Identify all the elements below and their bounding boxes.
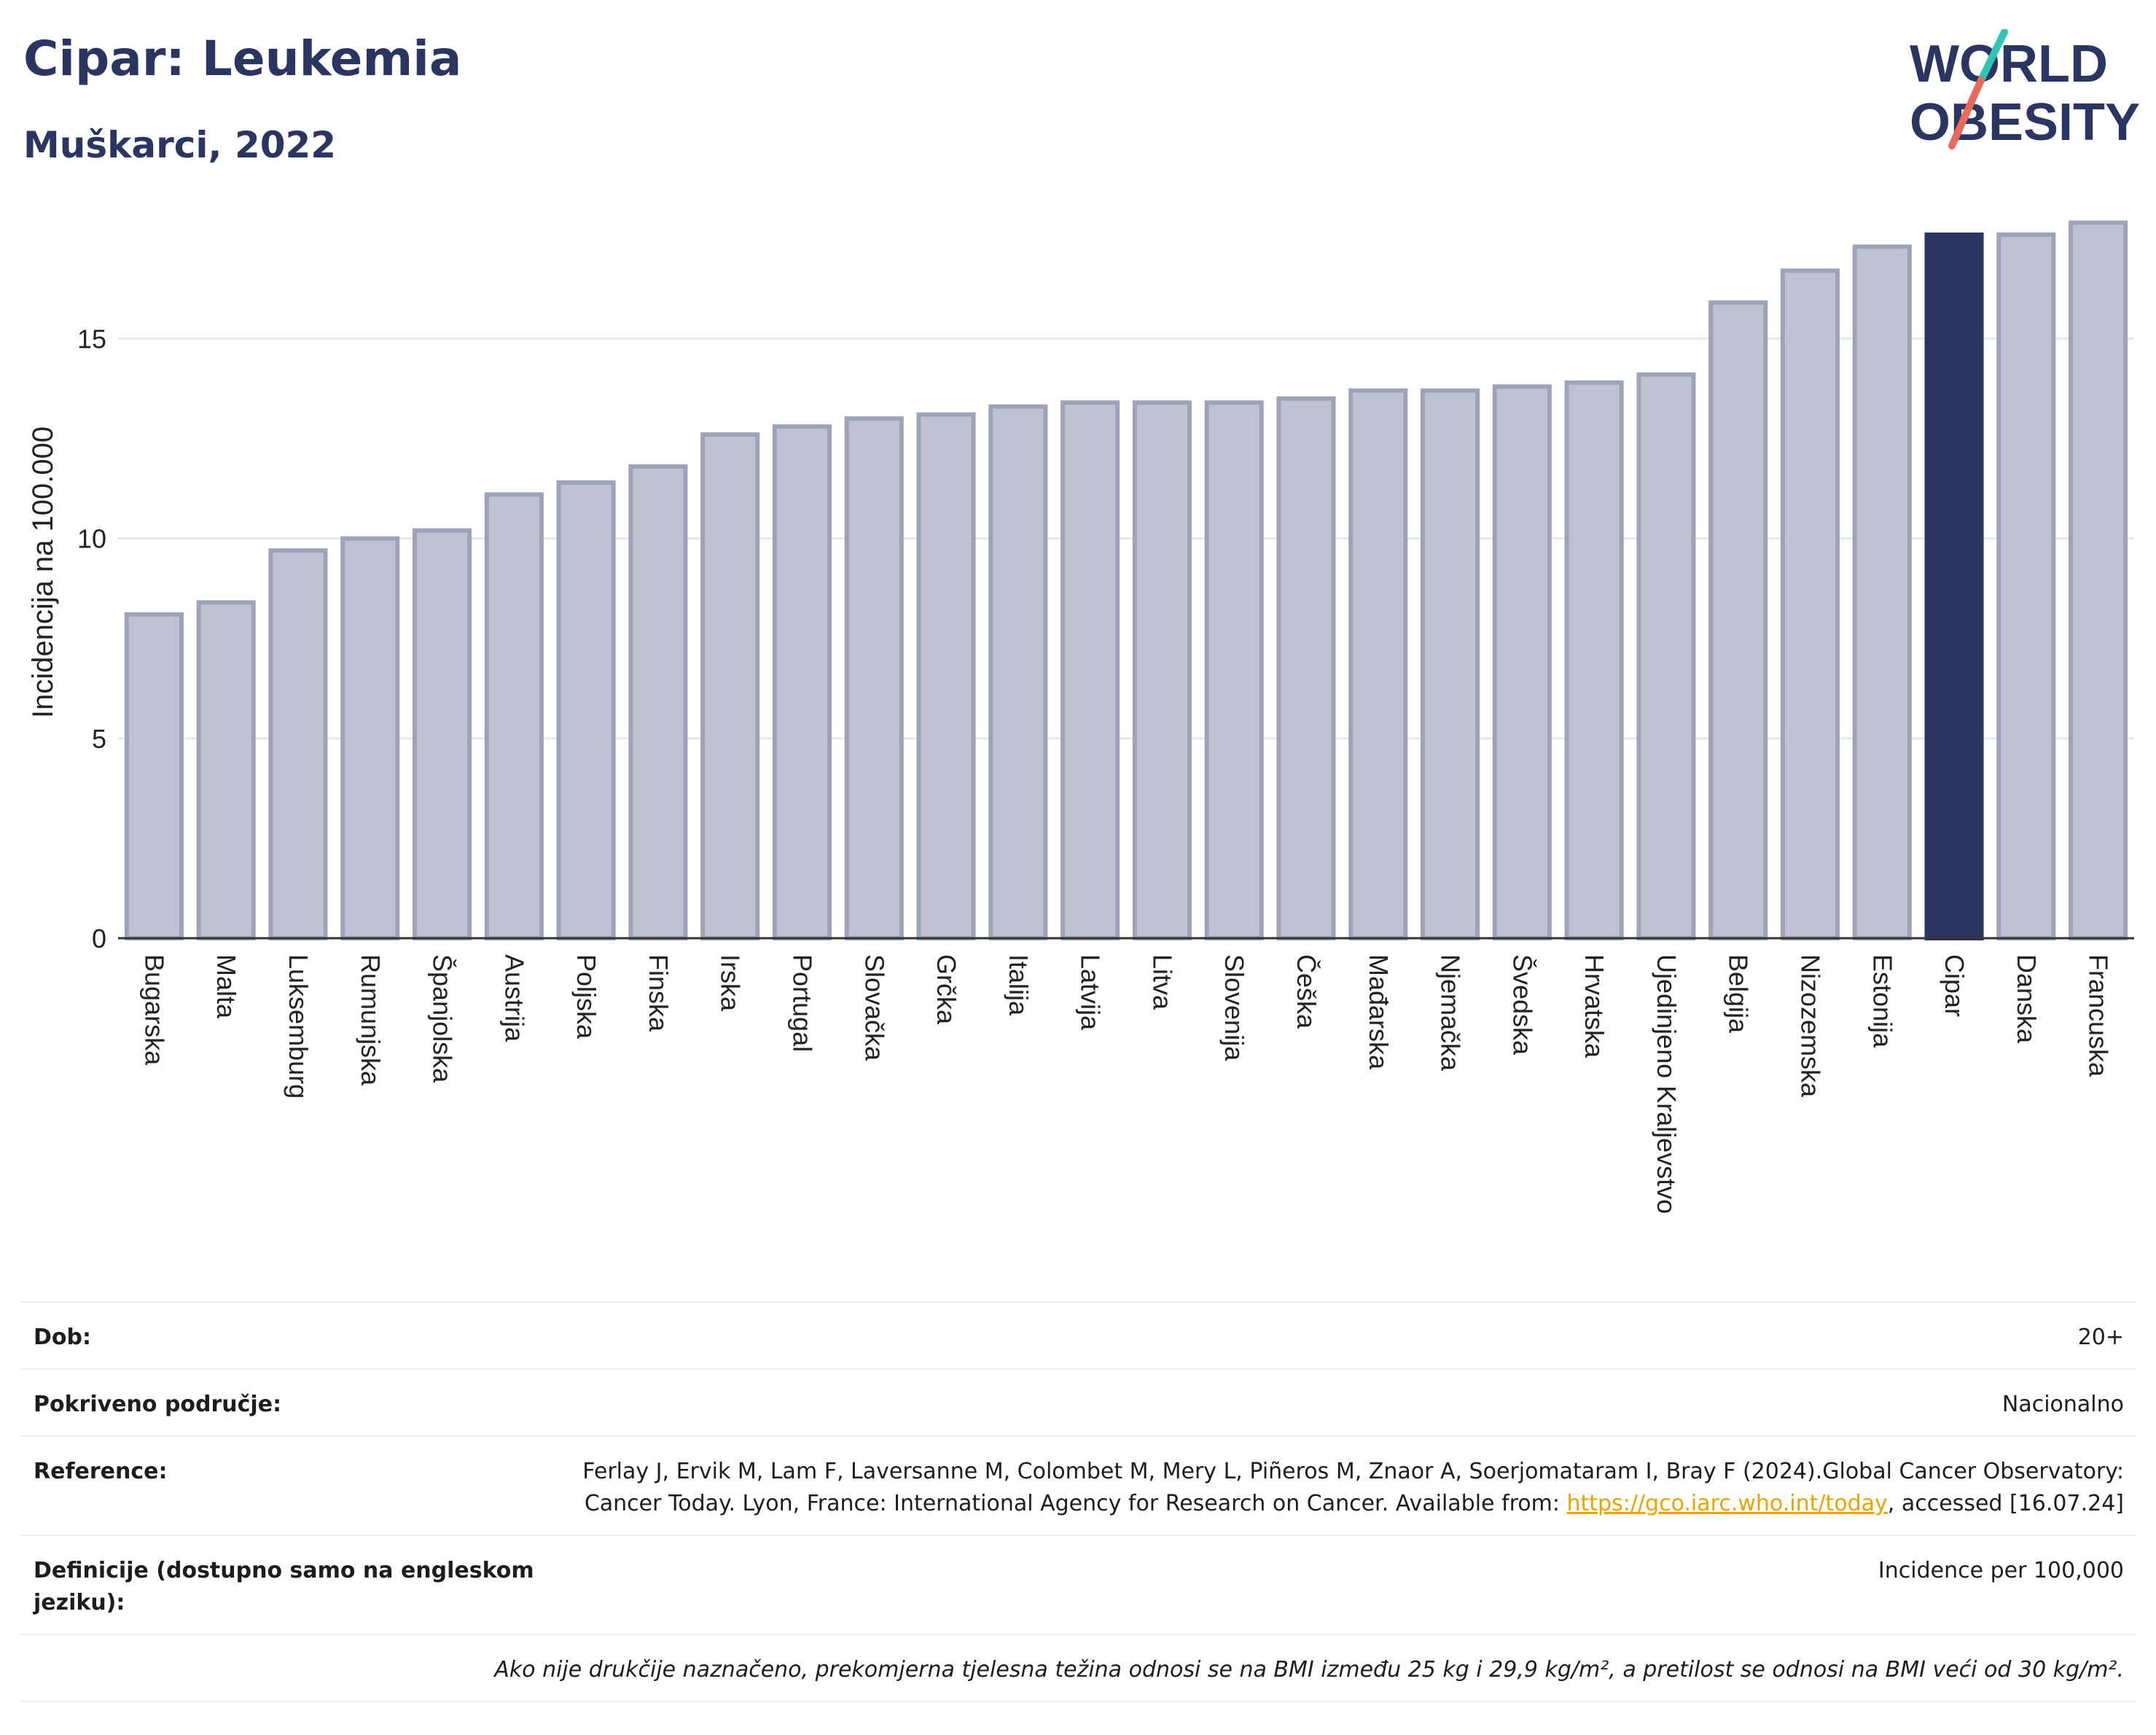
x-tick-label: Portugal [787,954,817,1052]
bar [1708,300,1768,940]
bar [772,424,832,940]
x-tick-label: Danska [2012,954,2042,1044]
bar [340,536,400,940]
y-tick-label: 10 [77,524,106,554]
bar [1132,400,1192,940]
x-tick-label: Slovenija [1219,954,1249,1061]
x-tick-label: Ujedinjeno Kraljevstvo [1652,954,1682,1214]
x-tick-label: Njemačka [1436,954,1466,1072]
bar [844,416,904,940]
bar [1564,380,1624,940]
x-tick-label: Bugarska [139,954,169,1066]
bar [988,404,1048,940]
bar [1348,388,1408,940]
definitions-label: Definicije (dostupno samo na engleskom j… [34,1558,534,1615]
logo-text-world: WORLD [1910,35,2108,93]
bar [1636,372,1696,940]
age-label: Dob: [34,1325,91,1350]
bar-chart: 0 5 10 15 Bugarska Malta Luksemburg Rumunjska Šp… [27,220,2134,1214]
bar [484,492,544,940]
bar [916,412,976,940]
x-tick-label: Estonija [1867,954,1897,1048]
x-tick-label: Poljska [571,954,601,1040]
coverage-value: Nacionalno [2001,1392,2124,1417]
bar [1420,388,1480,940]
x-tick-label: Češka [1292,954,1321,1029]
bar [1061,400,1120,940]
y-tick-label: 15 [77,324,106,354]
bar [556,480,616,940]
bar [268,548,328,940]
x-tick-label: Francuska [2084,954,2114,1077]
y-tick-label: 0 [92,924,106,954]
bar [2069,220,2128,940]
info-row-definitions: Definicije (dostupno samo na engleskom j… [22,1535,2136,1634]
age-value: 20+ [2077,1325,2124,1350]
logo-slash-coral [1948,77,1985,149]
axis-layer: 0 5 10 15 Bugarska Malta Luksemburg Rumunjska Šp… [77,324,2134,1214]
reference-link[interactable]: https://gco.iarc.who.int/today [1566,1491,1888,1516]
x-tick-label: Cipar [1940,954,1969,1017]
reference-text: Ferlay J, Ervik M, Lam F, Laversanne M, … [582,1459,2124,1516]
x-tick-label: Austrija [499,954,529,1042]
x-tick-label: Nizozemska [1795,954,1825,1098]
bar [1204,400,1264,940]
reference-label: Reference: [34,1459,168,1484]
reference-accessed: , accessed [16.07.24] [1887,1491,2124,1516]
bar [124,612,184,940]
bar [1996,232,2056,940]
x-tick-label: Belgija [1724,954,1754,1034]
info-table: Dob: 20+ Pokriveno područje: Nacionalno … [22,1301,2136,1702]
x-tick-label: Luksemburg [284,954,313,1099]
chart-subtitle: Muškarci, 2022 [23,124,337,166]
y-axis-label: Incidencija na 100.000 [27,426,59,718]
chart-title: Cipar: Leukemia [23,31,462,87]
bar [628,464,688,940]
x-tick-label: Mađarska [1364,954,1394,1070]
bar [196,600,256,941]
info-row-reference: Reference: Ferlay J, Ervik M, Lam F, Lav… [22,1435,2136,1535]
bar [1924,232,1984,940]
x-tick-label: Latvija [1076,954,1106,1031]
bar [1276,396,1336,940]
bar [1780,268,1840,940]
definitions-value: Incidence per 100,000 [1878,1558,2124,1583]
x-tick-label: Malta [211,954,241,1019]
x-tick-label: Rumunjska [356,954,386,1086]
bar [1852,244,1912,940]
info-row-coverage: Pokriveno područje: Nacionalno [22,1368,2136,1435]
logo-slash-teal [1977,29,2008,84]
bar [1492,384,1552,940]
x-tick-label: Finska [644,954,673,1032]
logo-text-obesity: OBESITY [1910,93,2140,152]
x-tick-label: Grčka [931,954,961,1025]
world-obesity-logo: WORLD OBESITY [1910,29,2140,152]
bar [700,432,760,940]
reference-value: Ferlay J, Ervik M, Lam F, Laversanne M, … [557,1456,2124,1520]
x-tick-label: Irska [716,954,746,1012]
bar [412,528,472,940]
x-tick-label: Hrvatska [1579,954,1609,1058]
bmi-note: Ako nije drukčije naznačeno, prekomjerna… [22,1634,2136,1702]
x-tick-label: Švedska [1507,954,1537,1056]
x-tick-label: Italija [1004,954,1034,1016]
info-row-age: Dob: 20+ [22,1301,2136,1368]
x-tick-label: Litva [1147,954,1177,1010]
coverage-label: Pokriveno područje: [34,1392,282,1417]
x-tick-label: Slovačka [859,954,889,1061]
y-tick-label: 5 [92,724,106,754]
bar-layer [124,220,2128,941]
x-tick-label: Španjolska [428,954,458,1083]
